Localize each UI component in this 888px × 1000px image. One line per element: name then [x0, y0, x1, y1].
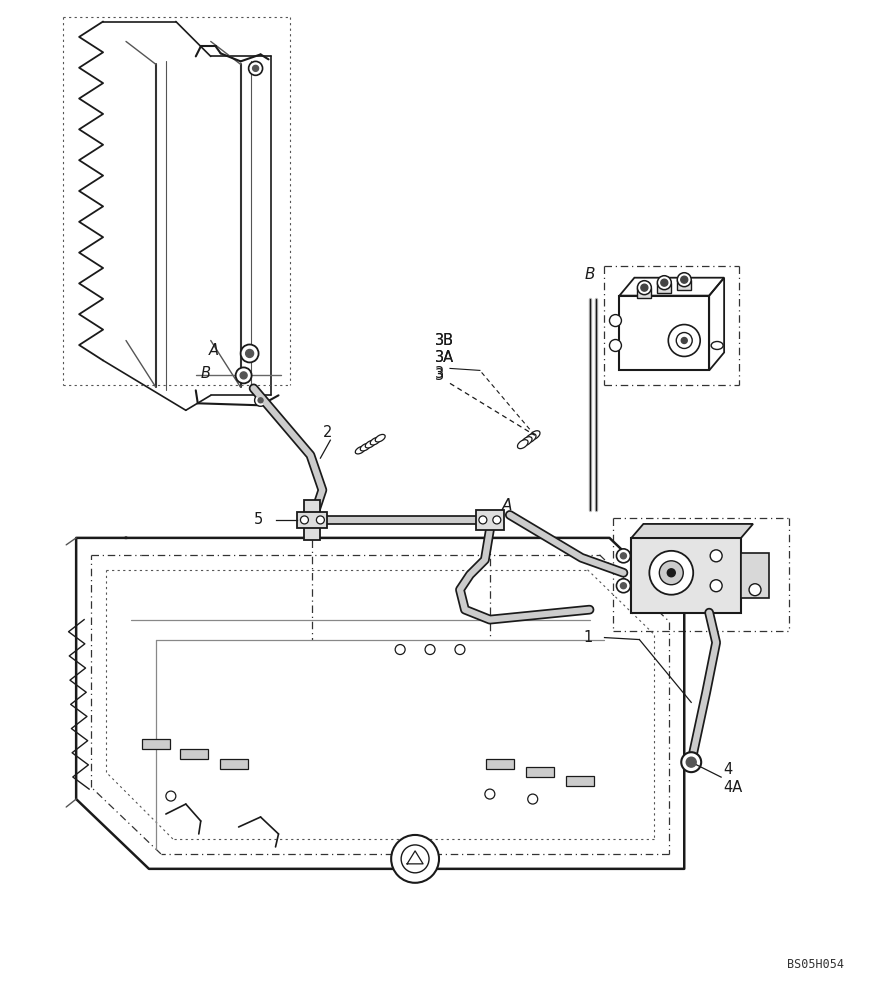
Bar [305, 500, 321, 540]
Text: 1: 1 [583, 630, 592, 645]
Circle shape [686, 757, 696, 767]
Circle shape [678, 273, 691, 287]
Circle shape [249, 61, 263, 75]
Circle shape [681, 752, 702, 772]
Bar [566, 776, 593, 786]
Text: 3B: 3B [435, 333, 454, 348]
Circle shape [258, 398, 263, 403]
Bar [476, 510, 503, 530]
Bar [638, 288, 652, 298]
Circle shape [479, 516, 487, 524]
Bar [526, 767, 553, 777]
Circle shape [609, 315, 622, 327]
Circle shape [677, 333, 693, 348]
Circle shape [621, 583, 626, 589]
Text: 4A: 4A [723, 780, 742, 795]
Bar [219, 759, 248, 769]
Circle shape [246, 349, 254, 357]
Circle shape [252, 65, 258, 71]
Text: 3B: 3B [435, 333, 454, 348]
Circle shape [401, 845, 429, 873]
Circle shape [392, 835, 439, 883]
Circle shape [657, 276, 671, 290]
Bar [297, 512, 328, 528]
Text: A: A [502, 498, 512, 513]
Bar [678, 280, 691, 290]
Circle shape [300, 516, 308, 524]
Ellipse shape [361, 443, 370, 451]
Circle shape [669, 325, 701, 356]
Text: 3A: 3A [435, 350, 454, 365]
Circle shape [681, 276, 687, 283]
Circle shape [255, 394, 266, 406]
Bar [741, 553, 769, 598]
Bar [180, 749, 208, 759]
Text: A: A [209, 343, 218, 358]
Text: B: B [201, 366, 210, 381]
Ellipse shape [521, 437, 532, 446]
Circle shape [240, 372, 247, 379]
Circle shape [681, 338, 687, 343]
Circle shape [661, 279, 668, 286]
Ellipse shape [365, 440, 376, 448]
Circle shape [235, 367, 251, 383]
Text: 4: 4 [723, 762, 733, 777]
Circle shape [527, 794, 538, 804]
Bar [486, 759, 514, 769]
Text: 3: 3 [435, 368, 444, 383]
Text: BS05H054: BS05H054 [787, 958, 844, 971]
Circle shape [749, 584, 761, 596]
Ellipse shape [370, 437, 380, 445]
Bar [620, 296, 710, 370]
Circle shape [667, 569, 675, 577]
Ellipse shape [376, 434, 385, 442]
Circle shape [649, 551, 694, 595]
Circle shape [493, 516, 501, 524]
Circle shape [616, 549, 630, 563]
Circle shape [616, 579, 630, 593]
Bar [657, 283, 671, 293]
Circle shape [166, 791, 176, 801]
Text: 2: 2 [322, 425, 332, 440]
Circle shape [710, 580, 722, 592]
Circle shape [659, 561, 683, 585]
Circle shape [638, 281, 652, 295]
Ellipse shape [355, 446, 365, 454]
Ellipse shape [526, 434, 536, 443]
Text: 3A: 3A [435, 350, 454, 365]
Bar [631, 538, 741, 613]
Ellipse shape [529, 431, 540, 440]
Circle shape [455, 645, 465, 655]
Circle shape [710, 550, 722, 562]
Circle shape [316, 516, 324, 524]
Circle shape [241, 344, 258, 362]
Circle shape [609, 340, 622, 351]
Circle shape [425, 645, 435, 655]
Ellipse shape [711, 341, 723, 349]
Polygon shape [631, 524, 753, 538]
Circle shape [621, 553, 626, 559]
Text: 3: 3 [435, 366, 444, 381]
Circle shape [395, 645, 405, 655]
Text: B: B [584, 267, 595, 282]
Circle shape [485, 789, 495, 799]
Circle shape [641, 284, 648, 291]
Text: 5: 5 [253, 512, 263, 527]
Ellipse shape [518, 440, 528, 449]
Bar [142, 739, 170, 749]
